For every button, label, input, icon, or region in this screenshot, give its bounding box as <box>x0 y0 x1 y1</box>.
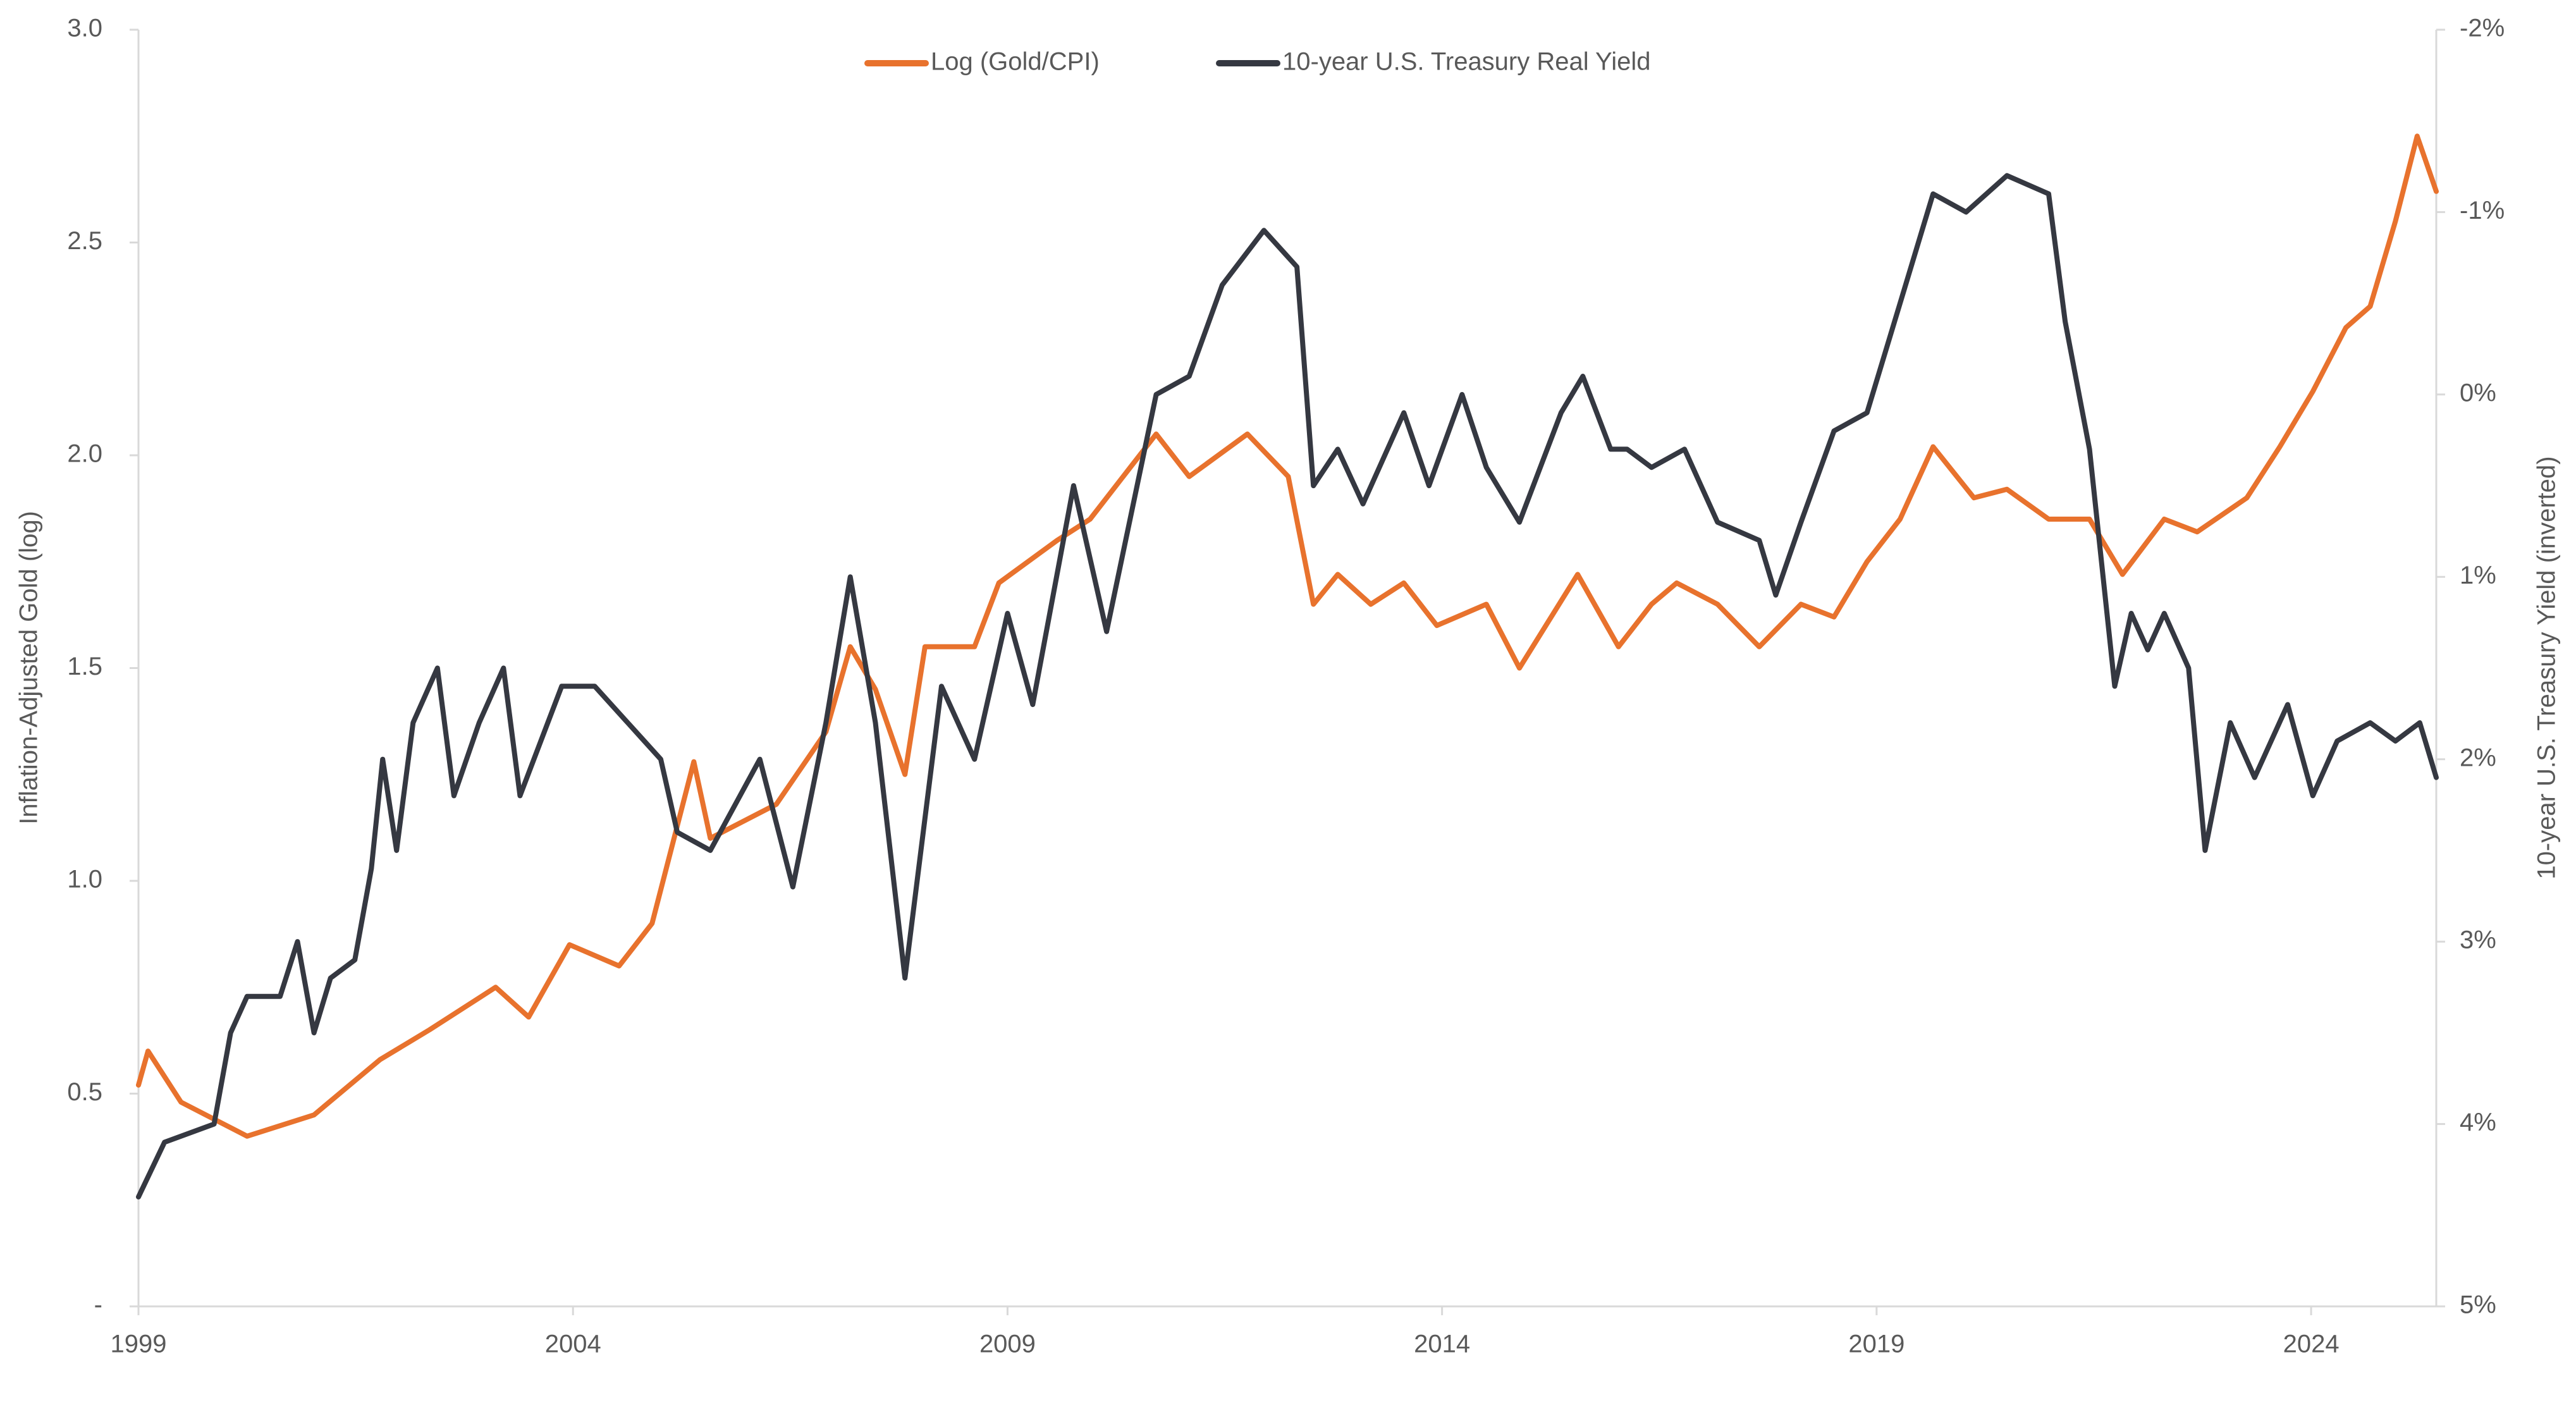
y2-tick-label: 3% <box>2460 926 2496 954</box>
y2-tick-label: 1% <box>2460 562 2496 589</box>
legend-label: Log (Gold/CPI) <box>931 48 1100 76</box>
y-tick-label: 1.5 <box>67 653 102 680</box>
x-tick-label: 2019 <box>1848 1330 1904 1358</box>
y-tick-label: - <box>94 1291 102 1319</box>
x-tick-label: 2014 <box>1414 1330 1470 1358</box>
x-tick-label: 1999 <box>111 1330 167 1358</box>
series-line <box>136 133 2439 1139</box>
y2-tick-label: 4% <box>2460 1108 2496 1136</box>
x-tick-label: 2024 <box>2283 1330 2340 1358</box>
y2-axis-label: 10-year U.S. Treasury Yield (inverted) <box>2533 456 2561 879</box>
y-tick-label: 2.0 <box>67 440 102 468</box>
x-tick-label: 2009 <box>979 1330 1036 1358</box>
y2-tick-label: -2% <box>2460 15 2505 42</box>
y-tick-label: 0.5 <box>67 1078 102 1106</box>
y-tick-label: 2.5 <box>67 227 102 255</box>
y2-tick-label: -1% <box>2460 197 2505 224</box>
series-line <box>136 173 2439 1200</box>
y-tick-label: 3.0 <box>67 15 102 42</box>
y2-tick-label: 5% <box>2460 1291 2496 1319</box>
y2-tick-label: 2% <box>2460 744 2496 771</box>
y-tick-label: 1.0 <box>67 866 102 893</box>
x-tick-label: 2004 <box>545 1330 601 1358</box>
legend-label: 10-year U.S. Treasury Real Yield <box>1282 48 1650 76</box>
y2-tick-label: 0% <box>2460 379 2496 407</box>
y-axis-label: Inflation-Adjusted Gold (log) <box>15 511 43 825</box>
